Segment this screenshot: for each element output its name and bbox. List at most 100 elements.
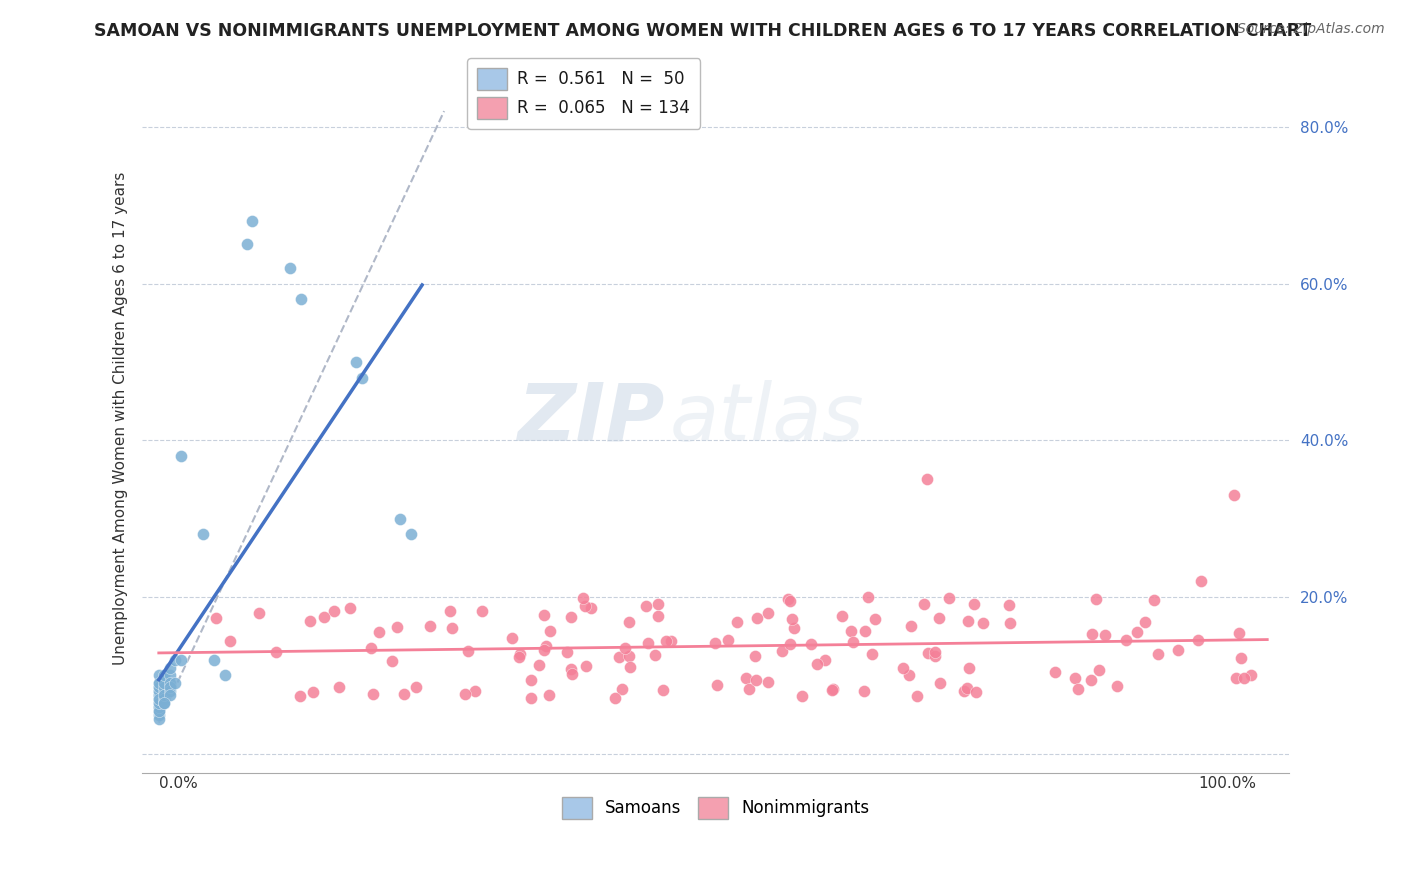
Point — [368, 624, 391, 639]
Point — [912, 597, 935, 611]
Point — [1167, 643, 1189, 657]
Point — [148, 684, 170, 698]
Point — [385, 620, 408, 634]
Point — [339, 600, 361, 615]
Point — [389, 511, 412, 525]
Point — [1146, 647, 1168, 661]
Point — [1133, 615, 1156, 630]
Point — [148, 676, 170, 690]
Point — [405, 680, 427, 694]
Point — [439, 604, 461, 618]
Text: atlas: atlas — [669, 380, 865, 458]
Point — [148, 688, 170, 702]
Point — [860, 648, 883, 662]
Point — [780, 612, 803, 626]
Point — [756, 607, 779, 621]
Point — [159, 684, 181, 698]
Text: Source: ZipAtlas.com: Source: ZipAtlas.com — [1237, 22, 1385, 37]
Point — [148, 696, 170, 710]
Point — [1225, 671, 1247, 685]
Point — [148, 676, 170, 690]
Point — [538, 688, 561, 702]
Point — [170, 653, 193, 667]
Point — [579, 601, 602, 615]
Point — [779, 637, 801, 651]
Point — [560, 609, 582, 624]
Point — [965, 685, 987, 699]
Point — [1067, 682, 1090, 697]
Point — [298, 614, 321, 628]
Point — [361, 687, 384, 701]
Point — [457, 644, 479, 658]
Point — [534, 639, 557, 653]
Point — [637, 636, 659, 650]
Point — [360, 640, 382, 655]
Point — [302, 685, 325, 699]
Point — [928, 675, 950, 690]
Point — [574, 599, 596, 613]
Point — [659, 634, 682, 648]
Point — [1081, 627, 1104, 641]
Point — [170, 449, 193, 463]
Point — [924, 648, 946, 663]
Point — [778, 591, 800, 606]
Point — [344, 355, 367, 369]
Point — [533, 608, 555, 623]
Point — [997, 599, 1019, 613]
Point — [1115, 632, 1137, 647]
Point — [717, 632, 740, 647]
Point — [1080, 673, 1102, 688]
Point — [153, 673, 176, 687]
Point — [572, 591, 595, 606]
Point — [704, 636, 727, 650]
Point — [533, 642, 555, 657]
Text: 100.0%: 100.0% — [1198, 776, 1257, 791]
Point — [839, 624, 862, 639]
Point — [1085, 592, 1108, 607]
Point — [153, 676, 176, 690]
Point — [905, 689, 928, 703]
Point — [399, 527, 422, 541]
Point — [191, 527, 214, 541]
Point — [1143, 593, 1166, 607]
Point — [392, 687, 415, 701]
Point — [799, 637, 821, 651]
Point — [148, 692, 170, 706]
Point — [863, 612, 886, 626]
Point — [613, 640, 636, 655]
Point — [148, 680, 170, 694]
Point — [1233, 671, 1256, 685]
Point — [747, 610, 769, 624]
Point — [651, 683, 673, 698]
Point — [813, 653, 835, 667]
Point — [520, 673, 543, 687]
Point — [153, 668, 176, 682]
Point — [603, 691, 626, 706]
Point — [501, 631, 523, 645]
Point — [538, 624, 561, 639]
Point — [806, 657, 828, 672]
Point — [153, 696, 176, 710]
Point — [783, 621, 806, 635]
Point — [148, 712, 170, 726]
Point — [290, 292, 312, 306]
Point — [853, 624, 876, 638]
Point — [561, 667, 583, 681]
Y-axis label: Unemployment Among Women with Children Ages 6 to 17 years: Unemployment Among Women with Children A… — [114, 172, 128, 665]
Point — [350, 370, 373, 384]
Point — [745, 673, 768, 687]
Text: ZIP: ZIP — [517, 380, 664, 458]
Point — [636, 599, 658, 614]
Point — [655, 634, 678, 648]
Point — [1187, 633, 1209, 648]
Point — [998, 616, 1021, 631]
Point — [725, 615, 748, 630]
Point — [1230, 651, 1253, 665]
Point — [924, 645, 946, 659]
Point — [148, 692, 170, 706]
Point — [917, 646, 939, 660]
Point — [853, 684, 876, 698]
Point — [1094, 628, 1116, 642]
Point — [1105, 679, 1128, 693]
Point — [247, 606, 270, 620]
